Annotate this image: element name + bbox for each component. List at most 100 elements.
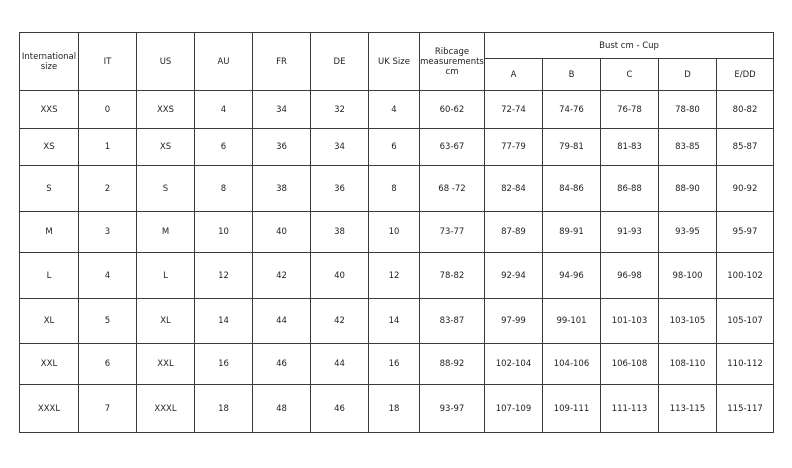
- table-cell: 111-113: [600, 384, 659, 433]
- table-cell: XS: [19, 128, 79, 166]
- table-cell: 81-83: [600, 128, 659, 166]
- table-cell: 113-115: [658, 384, 717, 433]
- table-cell: 6: [78, 343, 137, 385]
- table-cell: 74-76: [542, 90, 601, 129]
- table-cell: 5: [78, 298, 137, 344]
- header-cup-e-dd: E/DD: [715, 58, 775, 91]
- table-cell: 38: [252, 165, 311, 212]
- table-cell: 115-117: [715, 384, 775, 433]
- table-cell: 77-79: [484, 128, 543, 166]
- header-international-size: International size: [19, 32, 79, 91]
- table-cell: 10: [194, 211, 253, 253]
- header-cup-d: D: [658, 58, 717, 91]
- table-cell: 36: [310, 165, 369, 212]
- table-cell: 92-94: [484, 252, 543, 299]
- table-cell: 101-103: [600, 298, 659, 344]
- header-us: US: [136, 32, 195, 91]
- table-cell: 40: [310, 252, 369, 299]
- table-cell: L: [136, 252, 195, 299]
- table-row: XL 5 XL 14 44 42 14 83-87 97-99 99-101 101-103 103-…: [19, 298, 775, 344]
- table-cell: 14: [194, 298, 253, 344]
- table-cell: 7: [78, 384, 137, 433]
- table-cell: 98-100: [658, 252, 717, 299]
- table-cell: 95-97: [715, 211, 775, 253]
- table-cell: 18: [194, 384, 253, 433]
- table-cell: 0: [78, 90, 137, 129]
- table-cell: 104-106: [542, 343, 601, 385]
- table-cell: 42: [310, 298, 369, 344]
- table-cell: 93-97: [419, 384, 485, 433]
- table-cell: 16: [194, 343, 253, 385]
- table-cell: 82-84: [484, 165, 543, 212]
- table-cell: 16: [368, 343, 420, 385]
- table-cell: 3: [78, 211, 137, 253]
- table-cell: 102-104: [484, 343, 543, 385]
- table-cell: 63-67: [419, 128, 485, 166]
- table-cell: 14: [368, 298, 420, 344]
- table-cell: 18: [368, 384, 420, 433]
- table-cell: 107-109: [484, 384, 543, 433]
- table-cell: XXS: [136, 90, 195, 129]
- table-cell: 6: [194, 128, 253, 166]
- header-it: IT: [78, 32, 137, 91]
- table-cell: 8: [194, 165, 253, 212]
- table-cell: 86-88: [600, 165, 659, 212]
- table-cell: 88-92: [419, 343, 485, 385]
- table-cell: 8: [368, 165, 420, 212]
- table-cell: 79-81: [542, 128, 601, 166]
- table-cell: 36: [252, 128, 311, 166]
- header-ribcage: Ribcage measurements cm: [419, 32, 485, 91]
- header-fr: FR: [252, 32, 311, 91]
- header-bust-cup: Bust cm - Cup: [483, 32, 775, 59]
- table-cell: 2: [78, 165, 137, 212]
- table-cell: 60-62: [419, 90, 485, 129]
- table-cell: 100-102: [715, 252, 775, 299]
- table-cell: 78-80: [658, 90, 717, 129]
- table-cell: XXXL: [136, 384, 195, 433]
- table-cell: 94-96: [542, 252, 601, 299]
- table-row: XS 1 XS 6 36 34 6 63-67 77-79 79-81 81-83 83-85 85-8…: [19, 128, 775, 166]
- table-cell: XXL: [136, 343, 195, 385]
- table-row: M 3 M 10 40 38 10 73-77 87-89 89-91 91-93 93-95 95-9…: [19, 211, 775, 253]
- table-cell: 32: [310, 90, 369, 129]
- table-row: S 2 S 8 38 36 8 68 -72 82-84 84-86 86-88 88-90 90-92: [19, 165, 775, 212]
- table-cell: 83-87: [419, 298, 485, 344]
- table-cell: 96-98: [600, 252, 659, 299]
- table-cell: 68 -72: [419, 165, 485, 212]
- table-cell: 110-112: [715, 343, 775, 385]
- header-cup-b: B: [542, 58, 601, 91]
- table-cell: 93-95: [658, 211, 717, 253]
- table-cell: 106-108: [600, 343, 659, 385]
- table-cell: 90-92: [715, 165, 775, 212]
- header-cup-c: C: [600, 58, 659, 91]
- table-cell: 34: [252, 90, 311, 129]
- table-cell: S: [19, 165, 79, 212]
- table-cell: 46: [310, 384, 369, 433]
- table-cell: 103-105: [658, 298, 717, 344]
- table-cell: 84-86: [542, 165, 601, 212]
- table-cell: 4: [194, 90, 253, 129]
- table-cell: 78-82: [419, 252, 485, 299]
- table-cell: XL: [136, 298, 195, 344]
- table-cell: M: [19, 211, 79, 253]
- table-cell: 89-91: [542, 211, 601, 253]
- table-cell: M: [136, 211, 195, 253]
- table-cell: 48: [252, 384, 311, 433]
- table-cell: 88-90: [658, 165, 717, 212]
- table-cell: 12: [194, 252, 253, 299]
- table-cell: 12: [368, 252, 420, 299]
- table-cell: 46: [252, 343, 311, 385]
- table-cell: 40: [252, 211, 311, 253]
- table-cell: 87-89: [484, 211, 543, 253]
- table-cell: L: [19, 252, 79, 299]
- table-cell: XL: [19, 298, 79, 344]
- table-cell: XXL: [19, 343, 79, 385]
- table-row: XXL 6 XXL 16 46 44 16 88-92 102-104 104-106 106-10…: [19, 343, 775, 385]
- table-cell: 73-77: [419, 211, 485, 253]
- table-cell: XXS: [19, 90, 79, 129]
- table-cell: 85-87: [715, 128, 775, 166]
- header-uk-size: UK Size: [368, 32, 420, 91]
- table-cell: 38: [310, 211, 369, 253]
- table-cell: 83-85: [658, 128, 717, 166]
- table-cell: 76-78: [600, 90, 659, 129]
